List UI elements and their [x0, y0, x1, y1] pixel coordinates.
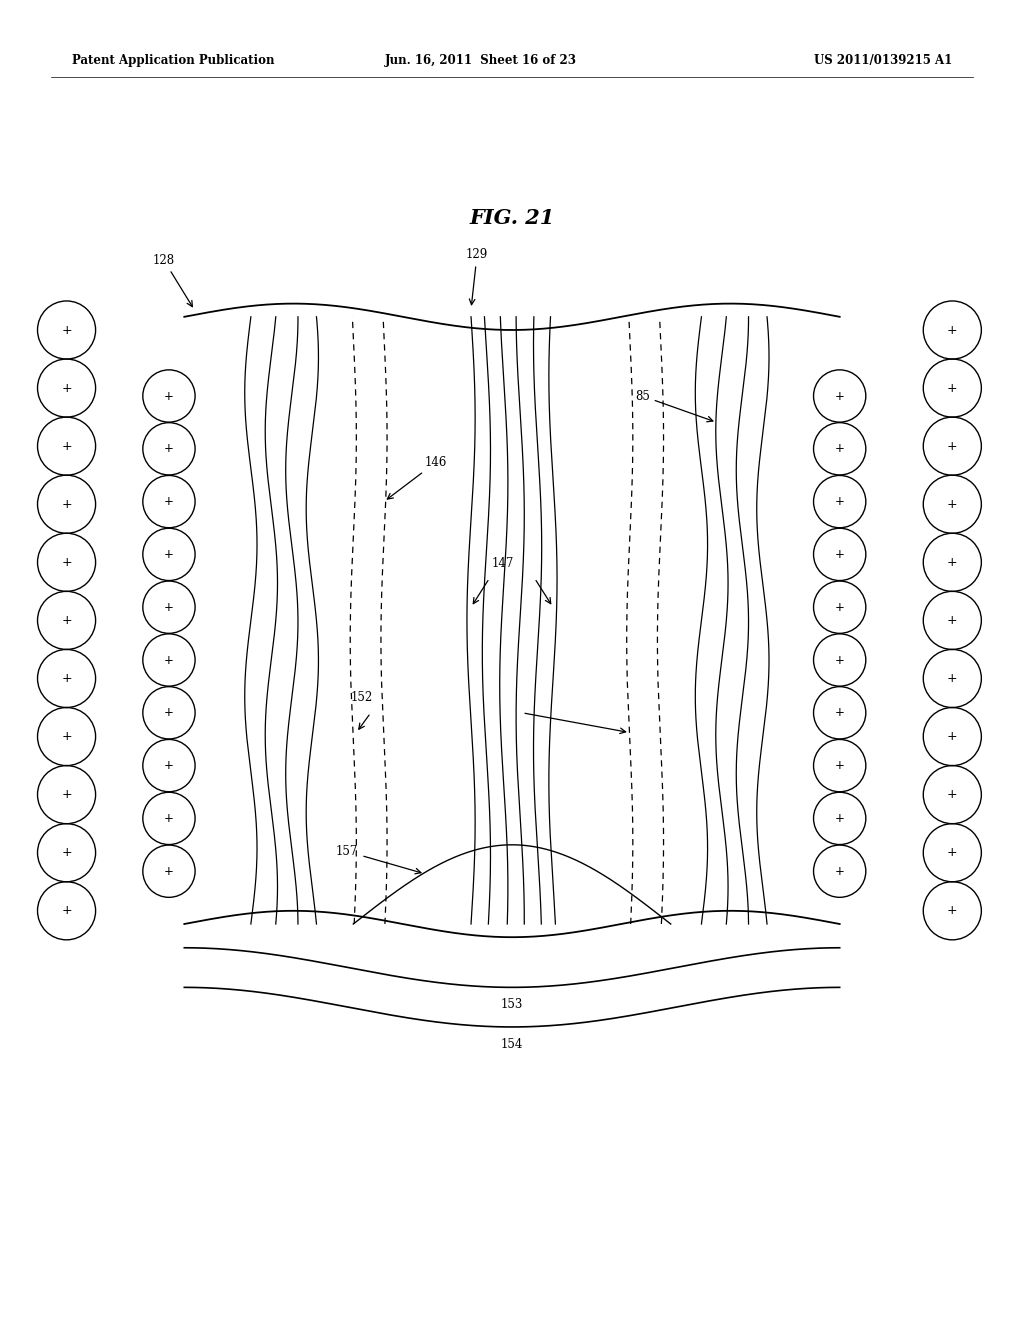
Text: +: + [164, 706, 174, 719]
Text: +: + [947, 498, 957, 511]
Text: 154: 154 [501, 1038, 523, 1051]
Text: +: + [164, 442, 174, 455]
Text: 157: 157 [336, 845, 421, 874]
Text: +: + [61, 904, 72, 917]
Text: +: + [835, 865, 845, 878]
Text: +: + [835, 389, 845, 403]
Text: +: + [947, 730, 957, 743]
Text: +: + [947, 323, 957, 337]
Text: Jun. 16, 2011  Sheet 16 of 23: Jun. 16, 2011 Sheet 16 of 23 [385, 54, 578, 67]
Text: +: + [947, 556, 957, 569]
Text: +: + [61, 440, 72, 453]
Text: 129: 129 [466, 248, 488, 305]
Text: +: + [835, 548, 845, 561]
Text: +: + [835, 706, 845, 719]
Text: +: + [61, 614, 72, 627]
Text: +: + [164, 601, 174, 614]
Text: +: + [61, 788, 72, 801]
Text: +: + [61, 846, 72, 859]
Text: +: + [947, 672, 957, 685]
Text: 128: 128 [153, 253, 193, 306]
Text: +: + [947, 440, 957, 453]
Text: +: + [164, 389, 174, 403]
Text: +: + [61, 381, 72, 395]
Text: Patent Application Publication: Patent Application Publication [72, 54, 274, 67]
Text: +: + [61, 323, 72, 337]
Text: +: + [61, 672, 72, 685]
Text: +: + [835, 759, 845, 772]
Text: +: + [164, 759, 174, 772]
Text: +: + [947, 614, 957, 627]
Text: +: + [947, 904, 957, 917]
Text: +: + [947, 788, 957, 801]
Text: 85: 85 [635, 389, 713, 422]
Text: +: + [164, 812, 174, 825]
Text: +: + [164, 548, 174, 561]
Text: +: + [835, 653, 845, 667]
Text: 153: 153 [501, 998, 523, 1011]
Text: +: + [947, 846, 957, 859]
Text: +: + [164, 865, 174, 878]
Text: +: + [61, 556, 72, 569]
Text: +: + [835, 601, 845, 614]
Text: 152: 152 [350, 690, 373, 704]
Text: +: + [947, 381, 957, 395]
Text: +: + [61, 730, 72, 743]
Text: +: + [164, 653, 174, 667]
Text: +: + [835, 812, 845, 825]
Text: +: + [61, 498, 72, 511]
Text: 147: 147 [492, 557, 514, 570]
Text: US 2011/0139215 A1: US 2011/0139215 A1 [814, 54, 952, 67]
Text: FIG. 21: FIG. 21 [469, 207, 555, 228]
Text: +: + [164, 495, 174, 508]
Text: +: + [835, 442, 845, 455]
Text: 146: 146 [387, 455, 447, 499]
Text: +: + [835, 495, 845, 508]
